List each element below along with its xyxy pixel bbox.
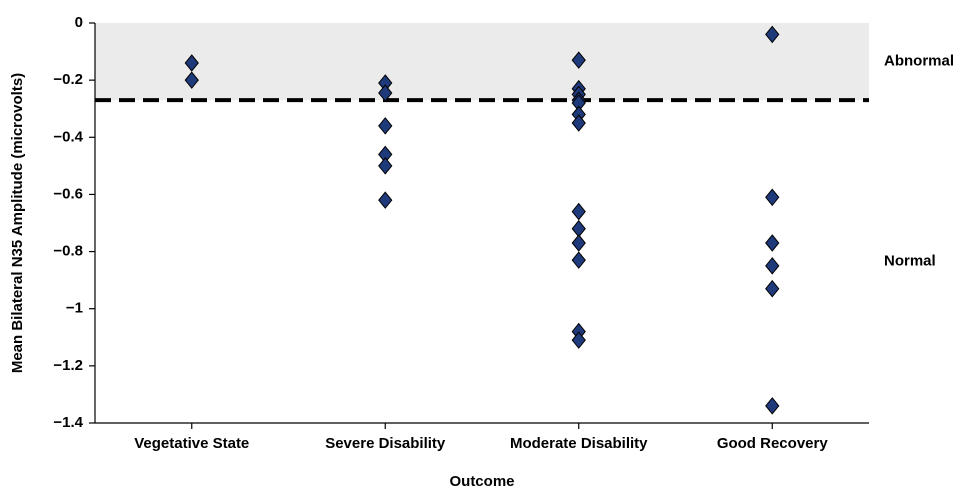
- x-tick-label: Good Recovery: [717, 435, 829, 452]
- point: [571, 251, 586, 269]
- y-tick-label: −1: [66, 300, 83, 317]
- x-tick-label: Severe Disability: [325, 435, 446, 452]
- point: [765, 279, 780, 298]
- y-axis-title: Mean Bilateral N35 Amplitude (microvolts…: [9, 73, 26, 373]
- point: [378, 191, 393, 209]
- y-tick-label: −0.4: [53, 128, 83, 145]
- point: [765, 397, 780, 415]
- point: [378, 117, 393, 135]
- y-tick-label: −0.2: [53, 71, 83, 88]
- point: [571, 234, 586, 252]
- point: [571, 331, 586, 349]
- point: [378, 84, 393, 102]
- point: [765, 234, 780, 252]
- region-label: Abnormal: [884, 53, 954, 70]
- y-tick-label: 0: [75, 14, 83, 31]
- point: [571, 202, 586, 221]
- x-tick-label: Vegetative State: [134, 435, 249, 452]
- point: [184, 71, 199, 89]
- y-tick-label: −1.4: [53, 414, 83, 431]
- region-label: Normal: [884, 253, 936, 270]
- point: [571, 51, 586, 69]
- point: [765, 25, 780, 44]
- point: [184, 54, 199, 72]
- abnormal-region: [95, 23, 869, 101]
- point: [571, 114, 586, 132]
- y-tick-label: −1.2: [53, 357, 83, 374]
- y-tick-label: −0.8: [53, 243, 83, 260]
- x-axis-title: Outcome: [449, 473, 514, 490]
- point: [765, 188, 780, 207]
- point: [378, 157, 393, 175]
- y-tick-label: −0.6: [53, 185, 83, 202]
- x-tick-label: Moderate Disability: [510, 435, 648, 452]
- point: [765, 257, 780, 275]
